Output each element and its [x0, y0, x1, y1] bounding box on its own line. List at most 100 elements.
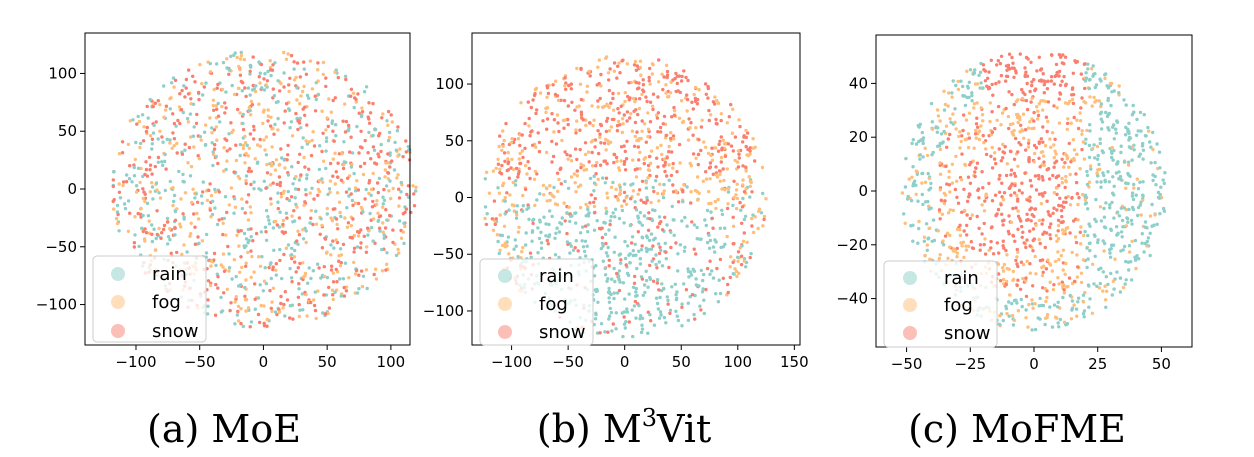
- scatter-point-snow: [551, 83, 555, 87]
- scatter-point-snow: [1021, 90, 1025, 95]
- scatter-point-fog: [1079, 242, 1083, 246]
- scatter-point-fog: [646, 134, 650, 139]
- scatter-point-fog: [718, 179, 722, 183]
- scatter-point-rain: [601, 244, 605, 248]
- scatter-point-fog: [503, 196, 507, 200]
- scatter-point-fog: [604, 206, 608, 210]
- scatter-point-snow: [744, 135, 748, 140]
- scatter-point-rain: [256, 160, 260, 164]
- scatter-point-rain: [276, 200, 280, 204]
- scatter-point-rain: [125, 173, 129, 177]
- scatter-point-snow: [371, 101, 375, 106]
- scatter-point-rain: [657, 316, 662, 320]
- scatter-point-fog: [141, 196, 145, 201]
- scatter-point-fog: [281, 218, 286, 223]
- scatter-point-rain: [204, 81, 208, 85]
- scatter-point-snow: [999, 73, 1004, 78]
- scatter-point-snow: [575, 169, 579, 173]
- scatter-point-fog: [347, 174, 352, 178]
- scatter-point-rain: [1134, 133, 1139, 137]
- scatter-point-snow: [390, 159, 394, 163]
- scatter-point-fog: [137, 119, 142, 124]
- scatter-point-fog: [1066, 117, 1070, 121]
- scatter-point-snow: [588, 121, 592, 125]
- scatter-point-snow: [162, 223, 167, 228]
- scatter-point-snow: [1046, 79, 1050, 83]
- scatter-point-snow: [249, 227, 253, 231]
- scatter-point-snow: [1021, 230, 1025, 234]
- scatter-point-rain: [170, 81, 174, 85]
- scatter-point-fog: [667, 144, 671, 149]
- scatter-point-snow: [225, 210, 229, 215]
- scatter-point-rain: [658, 310, 663, 314]
- scatter-point-rain: [642, 283, 647, 287]
- scatter-point-fog: [927, 176, 932, 181]
- scatter-point-fog: [295, 205, 299, 209]
- scatter-point-snow: [506, 168, 511, 172]
- scatter-point-rain: [584, 254, 588, 258]
- scatter-point-snow: [246, 169, 251, 173]
- scatter-point-snow: [403, 210, 407, 214]
- scatter-point-rain: [954, 83, 958, 88]
- scatter-point-rain: [148, 97, 152, 102]
- scatter-point-fog: [642, 157, 646, 161]
- scatter-point-fog: [1045, 312, 1050, 317]
- scatter-point-rain: [1098, 281, 1103, 286]
- scatter-point-rain: [621, 334, 625, 339]
- scatter-point-snow: [331, 280, 336, 284]
- scatter-point-snow: [216, 114, 221, 118]
- scatter-point-fog: [667, 94, 671, 99]
- scatter-point-rain: [324, 149, 328, 153]
- scatter-point-snow: [559, 98, 563, 103]
- scatter-point-fog: [730, 131, 735, 135]
- scatter-point-rain: [334, 123, 338, 127]
- scatter-point-rain: [699, 268, 703, 273]
- scatter-point-rain: [181, 110, 185, 115]
- scatter-point-fog: [1110, 145, 1115, 150]
- scatter-point-snow: [1078, 230, 1083, 234]
- scatter-point-snow: [367, 101, 371, 105]
- scatter-point-fog: [756, 226, 760, 231]
- scatter-point-fog: [981, 119, 985, 123]
- scatter-point-snow: [1020, 235, 1024, 239]
- scatter-point-snow: [518, 143, 522, 148]
- scatter-point-fog: [694, 156, 698, 160]
- scatter-point-fog: [364, 268, 369, 272]
- scatter-point-fog: [987, 248, 991, 252]
- scatter-point-snow: [286, 153, 290, 157]
- scatter-point-snow: [578, 128, 582, 132]
- legend-label-rain: rain: [152, 264, 187, 285]
- scatter-point-fog: [1005, 253, 1009, 257]
- scatter-point-fog: [1036, 109, 1040, 113]
- scatter-point-fog: [946, 104, 950, 108]
- scatter-point-rain: [362, 90, 367, 94]
- scatter-point-snow: [579, 97, 584, 102]
- scatter-point-snow: [612, 61, 617, 65]
- scatter-point-rain: [1088, 297, 1092, 301]
- scatter-point-rain: [603, 266, 607, 271]
- scatter-point-fog: [608, 140, 613, 144]
- scatter-point-fog: [520, 149, 525, 153]
- scatter-point-rain: [307, 96, 311, 100]
- scatter-point-snow: [746, 147, 750, 152]
- scatter-point-rain: [350, 151, 355, 155]
- scatter-point-snow: [271, 267, 275, 272]
- scatter-point-snow: [356, 201, 361, 206]
- scatter-point-fog: [139, 207, 143, 211]
- scatter-point-fog: [577, 104, 581, 108]
- scatter-point-rain: [916, 199, 920, 203]
- scatter-point-snow: [271, 265, 275, 269]
- scatter-point-snow: [637, 81, 641, 85]
- scatter-point-fog: [1108, 81, 1113, 86]
- scatter-point-rain: [338, 277, 342, 281]
- scatter-point-snow: [537, 149, 542, 154]
- scatter-point-snow: [384, 268, 388, 272]
- scatter-point-rain: [355, 124, 359, 129]
- scatter-point-fog: [200, 239, 205, 243]
- scatter-point-rain: [1129, 218, 1134, 223]
- scatter-point-snow: [536, 131, 540, 135]
- scatter-point-snow: [251, 55, 255, 59]
- scatter-point-snow: [1004, 106, 1008, 111]
- scatter-point-fog: [279, 195, 284, 199]
- scatter-point-snow: [284, 102, 289, 106]
